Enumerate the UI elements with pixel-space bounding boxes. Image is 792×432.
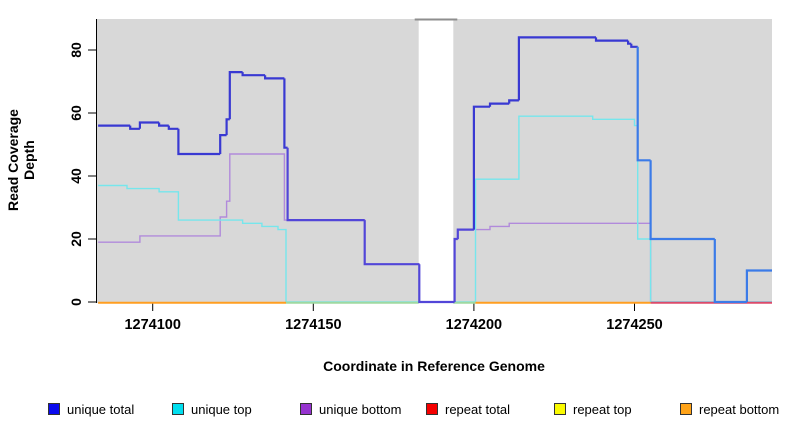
legend-label: repeat total xyxy=(445,401,511,417)
x-tick-label: 1274200 xyxy=(446,317,502,333)
legend-label: repeat top xyxy=(573,401,632,417)
series-unique-total-line xyxy=(228,71,243,120)
legend-item-unique-total: unique total xyxy=(48,399,134,419)
series-unique-total-line xyxy=(472,105,490,230)
legend-item-repeat-bottom: repeat bottom xyxy=(680,399,779,419)
series-unique-total-line xyxy=(508,99,519,104)
legend-label: repeat bottom xyxy=(699,401,780,417)
y-tick-label: 0 xyxy=(68,298,84,306)
series-unique-total-line xyxy=(158,122,169,127)
series-unique-top-line xyxy=(98,115,772,303)
legend-item-unique-top: unique top xyxy=(172,399,252,419)
series-unique-total-line xyxy=(129,125,140,130)
series-unique-total-line xyxy=(286,147,365,222)
legend-item-repeat-total: repeat total xyxy=(426,399,510,419)
legend-swatch-icon xyxy=(172,403,184,415)
series-unique-total-line xyxy=(456,228,474,239)
y-axis-title: Read Coverage Depth xyxy=(5,109,37,211)
x-tick-label: 1274250 xyxy=(606,317,662,333)
x-tick-label: 1274150 xyxy=(285,317,341,333)
y-tick-label: 60 xyxy=(68,105,84,121)
series-unique-total-line xyxy=(630,43,638,48)
y-tick-label: 40 xyxy=(68,168,84,184)
legend-label: unique total xyxy=(67,401,135,417)
y-tick-label: 20 xyxy=(68,231,84,247)
plot-panel-right xyxy=(453,19,772,303)
series-unique-total-line xyxy=(264,75,285,80)
series-unique-total-line xyxy=(363,220,420,266)
series-unique-total-line xyxy=(418,264,455,304)
plot-panel-left xyxy=(97,19,419,303)
y-tick-label: 80 xyxy=(68,42,84,58)
series-unique-total-line xyxy=(177,128,221,156)
series-unique-total-line xyxy=(649,160,715,241)
legend-swatch-icon xyxy=(680,403,692,415)
plot-legend: unique total unique top unique bottom repea… xyxy=(0,399,792,423)
legend-label: unique top xyxy=(191,401,252,417)
legend-swatch-icon xyxy=(426,403,438,415)
legend-swatch-icon xyxy=(300,403,312,415)
series-unique-total-line xyxy=(488,102,510,107)
legend-item-repeat-top: repeat top xyxy=(554,399,632,419)
legend-swatch-icon xyxy=(554,403,566,415)
legend-label: unique bottom xyxy=(319,401,402,417)
x-axis-title: Coordinate in Reference Genome xyxy=(323,358,545,374)
series-unique-total-line xyxy=(219,134,227,154)
series-unique-total-line xyxy=(745,269,772,302)
legend-swatch-icon xyxy=(48,403,60,415)
x-tick-label: 1274100 xyxy=(124,317,180,333)
series-unique-total-line xyxy=(241,72,266,77)
series-unique-total-line xyxy=(167,125,179,130)
series-unique-total-line xyxy=(594,37,629,42)
legend-item-unique-bottom: unique bottom xyxy=(300,399,401,419)
series-unique-total-line xyxy=(517,36,596,101)
series-unique-total-line xyxy=(138,121,160,129)
series-unique-total-line xyxy=(636,46,651,162)
series-unique-total-line xyxy=(713,239,747,304)
